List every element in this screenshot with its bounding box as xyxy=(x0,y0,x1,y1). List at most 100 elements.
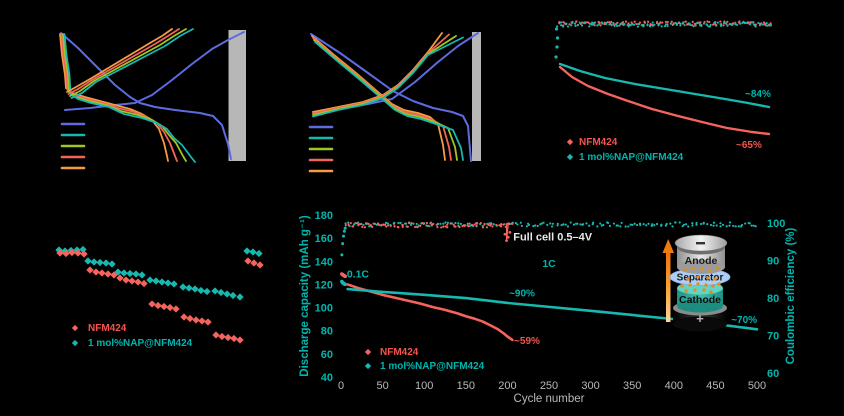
red_1C xyxy=(346,283,514,342)
x-tick-label: 500 xyxy=(748,380,766,392)
efficiency-dot xyxy=(728,221,732,224)
efficiency-dot xyxy=(354,222,357,225)
efficiency-dot xyxy=(562,21,565,24)
efficiency-dot xyxy=(558,22,561,25)
efficiency-dot xyxy=(422,222,425,225)
efficiency-dot xyxy=(715,224,718,227)
efficiency-dot xyxy=(585,222,588,225)
efficiency-dot xyxy=(385,225,388,228)
initial-efficiency-dot xyxy=(554,55,558,59)
efficiency-dot xyxy=(669,222,672,225)
efficiency-dot xyxy=(581,21,584,24)
x-tick-label: 400 xyxy=(665,380,683,392)
efficiency-dot xyxy=(393,225,396,228)
efficiency-dot xyxy=(731,22,735,25)
sodium-ion-dot xyxy=(693,288,697,292)
legend-label: 1 mol%NAP@NFM424 xyxy=(380,361,485,372)
efficiency-dot xyxy=(642,24,645,27)
efficiency-dot xyxy=(716,21,719,24)
efficiency-dot xyxy=(475,222,478,225)
annotation: 0.1C xyxy=(347,268,370,280)
battery-schematic: + Cathode Separator Anode xyxy=(662,234,731,332)
efficiency-dot xyxy=(671,225,674,228)
efficiency-dot xyxy=(765,21,768,25)
x-tick-label: 150 xyxy=(457,380,475,392)
efficiency-dot xyxy=(475,224,478,227)
voltage-profile-red xyxy=(60,33,178,162)
gray-shaded-bar xyxy=(228,30,246,161)
efficiency-dot xyxy=(377,222,380,225)
voltage-profile-blue xyxy=(312,32,479,113)
efficiency-dot xyxy=(583,21,586,24)
x-tick-label: 100 xyxy=(415,380,433,392)
rate-point xyxy=(74,249,82,257)
efficiency-dot xyxy=(507,222,510,225)
rate-point xyxy=(148,300,156,308)
efficiency-dot xyxy=(706,20,709,23)
efficiency-dot xyxy=(714,24,718,27)
efficiency-dot xyxy=(444,221,447,224)
efficiency-dot xyxy=(481,226,485,229)
rate-point xyxy=(108,260,116,268)
efficiency-dot xyxy=(649,23,652,26)
efficiency-dot xyxy=(511,222,514,225)
eff_teal_init xyxy=(340,253,344,257)
efficiency-dot xyxy=(647,222,650,225)
efficiency-dot xyxy=(371,225,374,228)
efficiency-dot xyxy=(643,21,646,24)
efficiency-dot xyxy=(709,23,712,26)
efficiency-dot xyxy=(740,223,744,227)
legend-marker xyxy=(364,348,372,356)
efficiency-dot xyxy=(679,24,682,27)
sodium-ion-dot xyxy=(711,284,715,288)
efficiency-dot xyxy=(534,224,537,227)
efficiency-dot xyxy=(419,224,422,227)
efficiency-dot xyxy=(636,25,639,28)
efficiency-dot xyxy=(361,225,364,229)
efficiency-dot xyxy=(446,223,449,226)
efficiency-dot xyxy=(670,20,673,23)
legend-marker xyxy=(566,153,574,161)
efficiency-dot xyxy=(426,224,429,227)
efficiency-dot xyxy=(664,20,667,24)
rate-point xyxy=(224,333,232,342)
efficiency-dot xyxy=(352,223,356,226)
rate-point xyxy=(164,279,172,287)
efficiency-dot xyxy=(764,24,768,27)
efficiency-dot xyxy=(415,222,418,226)
rate-point xyxy=(192,316,200,324)
efficiency-dot xyxy=(640,24,643,27)
rate-point xyxy=(132,270,140,278)
efficiency-dot xyxy=(639,223,642,227)
rate-point xyxy=(179,283,187,291)
rate-point xyxy=(166,303,174,312)
efficiency-dot xyxy=(536,224,539,228)
efficiency-dot xyxy=(719,222,722,225)
efficiency-dot xyxy=(574,24,577,27)
rate-point xyxy=(110,271,118,279)
efficiency-dot xyxy=(502,223,505,226)
efficiency-dot xyxy=(694,24,697,27)
efficiency-dot xyxy=(721,223,725,226)
efficiency-dot xyxy=(446,226,449,229)
efficiency-dot xyxy=(562,223,565,226)
efficiency-dot xyxy=(646,23,649,26)
efficiency-dot xyxy=(719,20,722,23)
efficiency-dot xyxy=(409,223,413,227)
efficiency-dot xyxy=(358,223,361,226)
rate-point xyxy=(256,261,264,269)
x-tick-label: 200 xyxy=(498,380,516,392)
rate-point xyxy=(154,301,162,310)
efficiency-dot xyxy=(691,222,694,225)
rate-point xyxy=(244,257,252,265)
efficiency-dot xyxy=(635,22,638,26)
efficiency-dot xyxy=(702,22,706,25)
efficiency-dot xyxy=(575,20,578,23)
efficiency-dot xyxy=(608,21,611,24)
efficiency-dot xyxy=(613,24,616,28)
efficiency-dot xyxy=(578,21,581,24)
rate-point xyxy=(223,290,231,298)
efficiency-dot xyxy=(597,23,600,26)
efficiency-dot xyxy=(679,22,682,25)
efficiency-dot xyxy=(593,21,596,25)
